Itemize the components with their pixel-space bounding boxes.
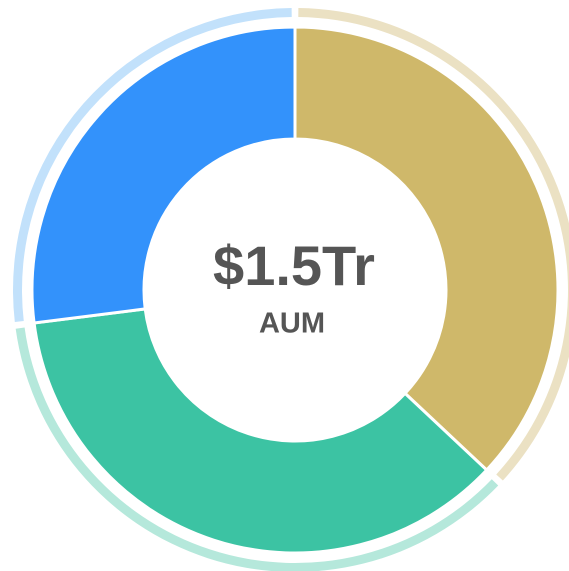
center-subtitle: AUM (259, 308, 325, 340)
donut-segment (32, 307, 489, 555)
donut-segment (293, 25, 560, 473)
center-title: $1.5Tr (213, 234, 375, 297)
donut-segment (30, 25, 297, 325)
donut (13, 8, 569, 571)
